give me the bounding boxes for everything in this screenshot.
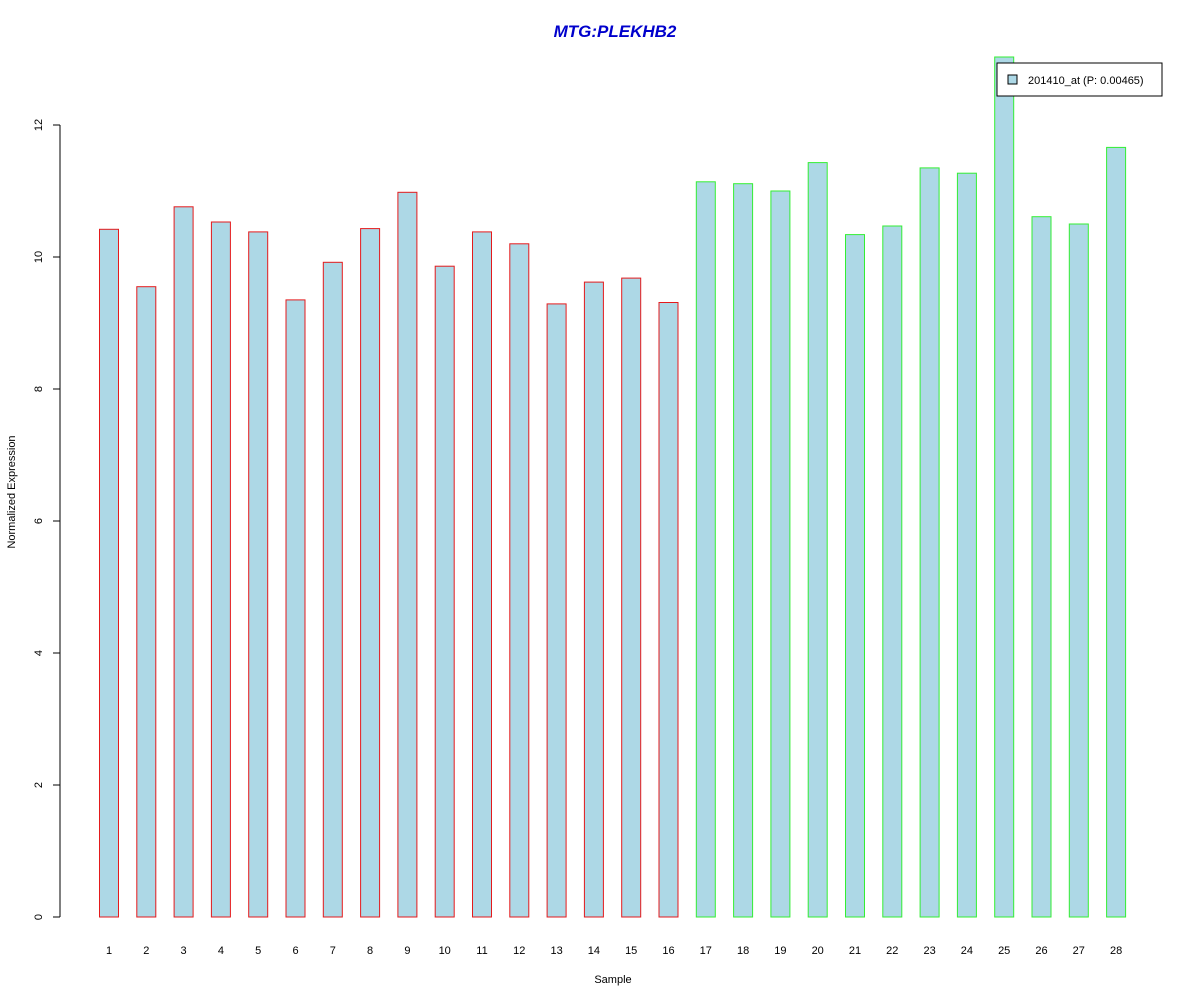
y-tick-label: 2 — [33, 782, 45, 788]
x-tick-label: 14 — [588, 945, 600, 957]
bar-sample-21 — [845, 234, 865, 918]
bar-sample-2 — [136, 286, 157, 918]
x-tick-label: 11 — [476, 945, 487, 957]
y-axis: 0 2 4 6 8 10 12 — [33, 119, 61, 920]
x-tick-label: 23 — [923, 945, 935, 957]
bar-sample-11 — [472, 231, 492, 918]
x-tick-label: 1 — [106, 945, 112, 957]
bar-sample-13 — [546, 303, 567, 918]
bar-sample-24 — [956, 172, 977, 918]
bar-sample-5 — [248, 231, 269, 918]
x-tick-label: 2 — [143, 945, 149, 957]
bar-sample-1 — [99, 228, 119, 918]
x-tick-label: 15 — [625, 945, 637, 957]
y-tick-label: 0 — [33, 914, 45, 920]
y-tick-label: 8 — [33, 386, 45, 392]
x-tick-label: 24 — [961, 945, 973, 957]
bar-sample-22 — [882, 225, 903, 918]
x-tick-label: 26 — [1035, 945, 1047, 957]
x-tick-label: 22 — [886, 945, 898, 957]
bar-sample-7 — [322, 261, 343, 918]
x-tick-label: 13 — [550, 945, 562, 957]
bar-sample-17 — [695, 181, 716, 918]
x-tick-labels: 1 2 3 4 5 6 7 8 9 10 11 12 13 14 15 16 17 18 19 20 21 22 23 24 2… — [106, 945, 1122, 957]
bar-sample-28 — [1106, 146, 1127, 918]
bar-sample-16 — [658, 302, 679, 918]
x-tick-label: 4 — [218, 945, 224, 957]
x-tick-label: 10 — [439, 945, 451, 957]
bar-sample-15 — [621, 277, 642, 918]
y-tick-label: 4 — [33, 650, 45, 656]
bar-sample-25 — [994, 56, 1015, 918]
bar-sample-14 — [583, 281, 604, 918]
bars-group — [99, 56, 1127, 918]
bar-sample-18 — [733, 183, 754, 918]
bar-sample-3 — [173, 206, 194, 918]
y-axis-label: Normalized Expression — [6, 435, 18, 548]
bar-sample-8 — [360, 228, 381, 918]
bar-sample-26 — [1031, 216, 1052, 918]
legend-swatch — [1007, 74, 1018, 85]
legend-box — [996, 62, 1163, 97]
y-tick-label: 10 — [33, 251, 45, 263]
x-tick-label: 12 — [513, 945, 525, 957]
x-tick-label: 27 — [1073, 945, 1085, 957]
x-tick-label: 9 — [404, 945, 410, 957]
y-tick-label: 12 — [33, 119, 45, 131]
chart-title: MTG:PLEKHB2 — [554, 22, 677, 41]
x-tick-label: 3 — [181, 945, 187, 957]
bar-sample-4 — [210, 221, 231, 918]
bar-sample-27 — [1068, 223, 1089, 918]
x-tick-label: 6 — [292, 945, 298, 957]
x-tick-label: 21 — [849, 945, 861, 957]
x-tick-label: 17 — [700, 945, 712, 957]
x-tick-label: 5 — [255, 945, 261, 957]
legend-label: 201410_at (P: 0.00465) — [1028, 75, 1144, 87]
legend: 201410_at (P: 0.00465) — [996, 62, 1163, 97]
x-tick-label: 7 — [330, 945, 336, 957]
x-tick-label: 25 — [998, 945, 1010, 957]
x-tick-label: 16 — [662, 945, 674, 957]
bar-sample-20 — [807, 162, 828, 918]
bar-sample-6 — [285, 299, 306, 918]
y-tick-label: 6 — [33, 518, 45, 524]
x-tick-label: 28 — [1110, 945, 1122, 957]
bar-sample-10 — [434, 265, 455, 918]
x-tick-label: 18 — [737, 945, 749, 957]
bar-sample-12 — [509, 243, 530, 918]
bar-sample-19 — [770, 190, 791, 918]
x-tick-label: 20 — [812, 945, 824, 957]
x-axis-label: Sample — [594, 974, 631, 986]
bar-sample-9 — [397, 191, 418, 918]
bar-sample-23 — [919, 167, 940, 918]
x-tick-label: 19 — [774, 945, 786, 957]
x-tick-label: 8 — [367, 945, 373, 957]
